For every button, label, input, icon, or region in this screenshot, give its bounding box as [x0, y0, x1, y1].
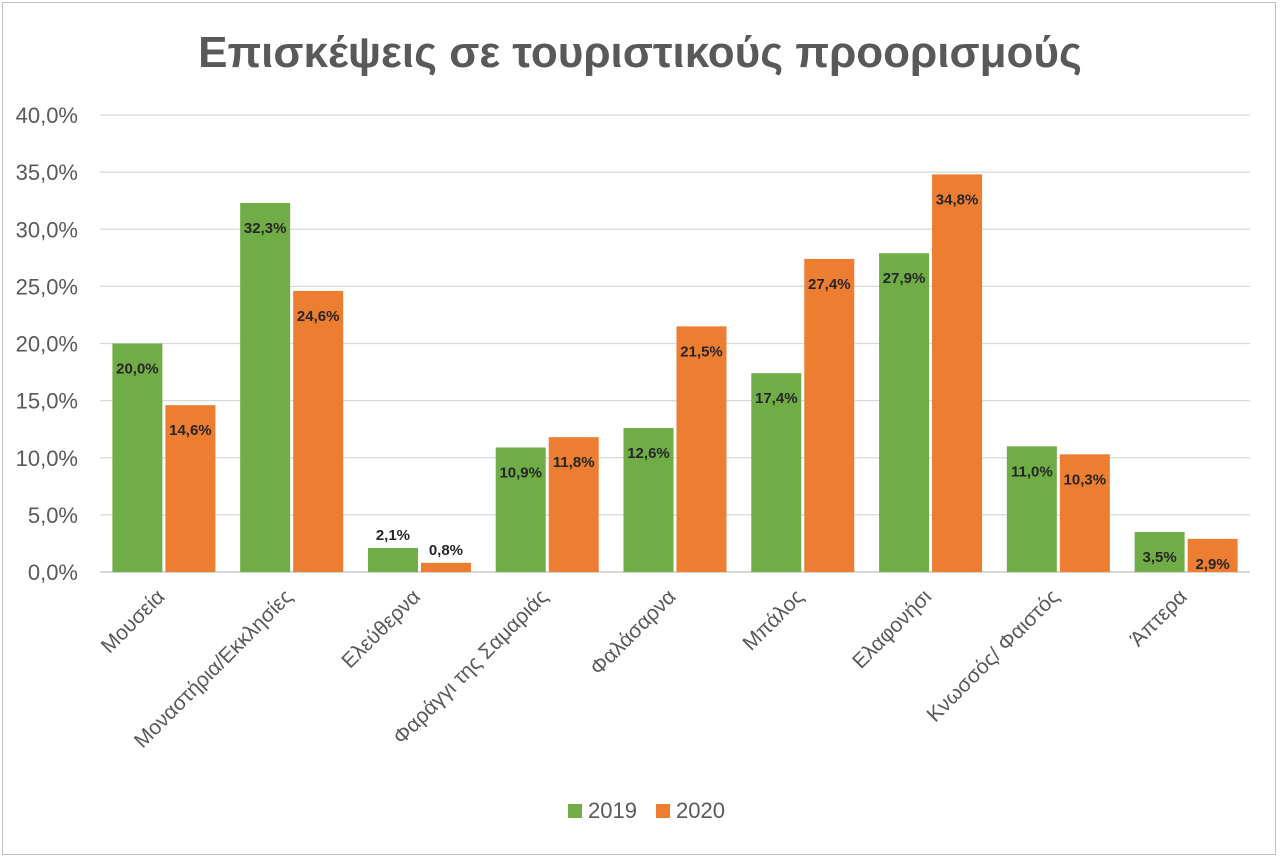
bar-2020 [932, 174, 983, 572]
data-label: 3,5% [1143, 549, 1177, 566]
legend-label: 2020 [676, 798, 725, 823]
y-tick-label: 0,0% [28, 560, 78, 585]
bar-2019 [879, 253, 930, 572]
x-category-label: Ελεύθερνα [337, 585, 425, 673]
bar-2019 [495, 447, 546, 572]
bar-2020 [676, 326, 727, 572]
data-label: 21,5% [680, 343, 723, 360]
data-label: 2,9% [1196, 556, 1230, 573]
data-label: 27,4% [808, 276, 851, 293]
data-label: 17,4% [755, 390, 798, 407]
bar-2019 [1006, 446, 1057, 572]
bar-2020 [293, 290, 344, 572]
data-label: 11,8% [553, 454, 595, 471]
bar-2019 [240, 202, 291, 572]
y-tick-label: 20,0% [16, 332, 78, 357]
x-category-label: Φαλάσαρνα [586, 585, 681, 680]
y-tick-label: 10,0% [16, 446, 78, 471]
x-category-label: Άπτερα [1126, 585, 1192, 651]
data-label: 24,6% [297, 308, 340, 325]
bar-2019 [623, 428, 674, 572]
data-label: 2,1% [376, 527, 410, 544]
bar-2020 [420, 562, 471, 572]
bar-2019 [112, 343, 163, 572]
bar-2020 [1059, 454, 1110, 572]
y-tick-label: 30,0% [16, 217, 78, 242]
data-label: 27,9% [883, 270, 926, 287]
chart-title: Επισκέψεις σε τουριστικούς προορισμούς [198, 28, 1082, 77]
bar-2019 [1134, 532, 1185, 572]
bars [112, 174, 1238, 572]
data-labels: 20,0% 14,6% 32,3% 24,6% 2,1% 0,8% 10,9% 11,8% 12… [116, 191, 1230, 572]
y-tick-label: 15,0% [16, 389, 78, 414]
bar-2019 [751, 373, 802, 572]
data-label: 12,6% [627, 445, 670, 462]
y-tick-label: 5,0% [28, 503, 78, 528]
y-tick-label: 35,0% [16, 160, 78, 185]
data-label: 32,3% [244, 220, 287, 237]
legend: 2019 2020 [568, 798, 725, 823]
bar-2020 [165, 405, 216, 572]
x-category-label: Μπάλος [738, 585, 808, 655]
y-tick-label: 25,0% [16, 274, 78, 299]
y-axis-ticks: 0,0% 5,0% 10,0% 15,0% 20,0% 25,0% 30,0% 35,0% 40… [16, 103, 78, 585]
data-label: 34,8% [936, 191, 979, 208]
legend-swatch [568, 804, 582, 818]
data-label: 0,8% [429, 542, 463, 559]
bar-2019 [367, 548, 418, 572]
data-label: 10,3% [1064, 471, 1107, 488]
bar-2020 [804, 258, 855, 572]
data-label: 10,9% [499, 464, 542, 481]
gridlines [100, 114, 1250, 573]
data-label: 14,6% [169, 422, 212, 439]
legend-label: 2019 [588, 798, 637, 823]
x-category-label: Ελαφονήσι [848, 585, 936, 673]
y-tick-label: 40,0% [16, 103, 78, 128]
data-label: 20,0% [116, 361, 159, 378]
bar-2020 [1187, 538, 1238, 572]
data-label: 11,0% [1011, 463, 1053, 480]
bar-2020 [548, 437, 599, 572]
x-category-label: Μουσεία [97, 585, 170, 658]
x-category-label: Κνωσσός/ Φαιστός [923, 585, 1064, 726]
legend-swatch [656, 804, 670, 818]
